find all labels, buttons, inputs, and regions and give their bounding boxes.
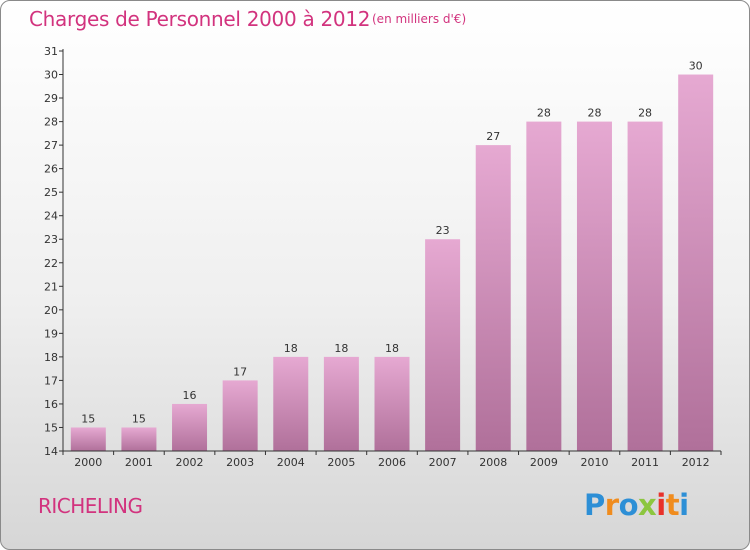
logo-letter: t bbox=[665, 488, 680, 522]
bar bbox=[576, 121, 612, 452]
logo-letter: P bbox=[584, 488, 605, 522]
y-tick-label: 26 bbox=[44, 163, 58, 176]
data-label: 28 bbox=[638, 107, 652, 120]
y-tick-label: 15 bbox=[44, 421, 58, 434]
y-tick-label: 21 bbox=[44, 280, 58, 293]
x-tick-label: 2004 bbox=[277, 456, 305, 469]
x-tick-label: 2008 bbox=[479, 456, 507, 469]
place-name: RICHELING bbox=[38, 494, 143, 518]
bar bbox=[425, 239, 461, 451]
data-label: 23 bbox=[436, 224, 450, 237]
y-tick-label: 23 bbox=[44, 233, 58, 246]
y-tick-label: 18 bbox=[44, 351, 58, 364]
y-tick-label: 14 bbox=[44, 445, 58, 458]
y-tick-label: 25 bbox=[44, 186, 58, 199]
chart-subtitle: (en milliers d'€) bbox=[372, 12, 467, 26]
bar bbox=[172, 403, 208, 451]
x-tick-label: 2006 bbox=[378, 456, 406, 469]
bar bbox=[678, 74, 714, 451]
bar bbox=[121, 427, 157, 451]
logo-letter: o bbox=[618, 488, 639, 522]
bar bbox=[222, 380, 258, 451]
x-tick-label: 2010 bbox=[580, 456, 608, 469]
data-label: 28 bbox=[537, 107, 551, 120]
x-tick-label: 2002 bbox=[176, 456, 204, 469]
proxiti-logo: Proxiti bbox=[584, 488, 689, 522]
data-label: 18 bbox=[385, 342, 399, 355]
x-tick-label: 2001 bbox=[125, 456, 153, 469]
x-tick-label: 2012 bbox=[682, 456, 710, 469]
x-tick-label: 2009 bbox=[530, 456, 558, 469]
logo-letter: i bbox=[679, 488, 689, 522]
y-tick-label: 31 bbox=[44, 45, 58, 58]
data-label: 30 bbox=[689, 60, 703, 73]
x-tick-label: 2000 bbox=[74, 456, 102, 469]
data-label: 15 bbox=[81, 412, 95, 425]
y-tick-label: 27 bbox=[44, 139, 58, 152]
x-tick-label: 2003 bbox=[226, 456, 254, 469]
y-tick-label: 30 bbox=[44, 69, 58, 82]
y-tick-label: 16 bbox=[44, 398, 58, 411]
bar bbox=[323, 356, 359, 451]
y-tick-label: 19 bbox=[44, 327, 58, 340]
y-tick-label: 22 bbox=[44, 257, 58, 270]
data-label: 27 bbox=[486, 130, 500, 143]
data-label: 16 bbox=[183, 389, 197, 402]
bar bbox=[374, 356, 410, 451]
bar bbox=[70, 427, 106, 451]
bar bbox=[273, 356, 309, 451]
data-label: 18 bbox=[284, 342, 298, 355]
logo-letter: i bbox=[656, 488, 666, 522]
bar bbox=[475, 145, 511, 451]
y-tick-label: 24 bbox=[44, 210, 58, 223]
x-tick-label: 2005 bbox=[327, 456, 355, 469]
axes-group: 14 15 16 17 18 19 20 21 22 23 24 25 26 27 28 29 30 31 2000… bbox=[44, 45, 722, 469]
logo-letter: r bbox=[604, 488, 619, 522]
data-label: 18 bbox=[334, 342, 348, 355]
data-label: 15 bbox=[132, 412, 146, 425]
x-tick-label: 2007 bbox=[429, 456, 457, 469]
chart-title: Charges de Personnel 2000 à 2012 bbox=[29, 7, 371, 31]
data-label: 17 bbox=[233, 365, 247, 378]
y-tick-label: 20 bbox=[44, 304, 58, 317]
logo-letter: x bbox=[638, 488, 657, 522]
data-label: 28 bbox=[587, 107, 601, 120]
y-tick-label: 17 bbox=[44, 374, 58, 387]
bar bbox=[526, 121, 562, 452]
y-tick-label: 28 bbox=[44, 116, 58, 129]
bar bbox=[627, 121, 663, 452]
y-tick-label: 29 bbox=[44, 92, 58, 105]
bars-group: 15 15 16 17 18 18 18 23 27 28 28 28 30 bbox=[70, 60, 714, 452]
x-tick-label: 2011 bbox=[631, 456, 659, 469]
